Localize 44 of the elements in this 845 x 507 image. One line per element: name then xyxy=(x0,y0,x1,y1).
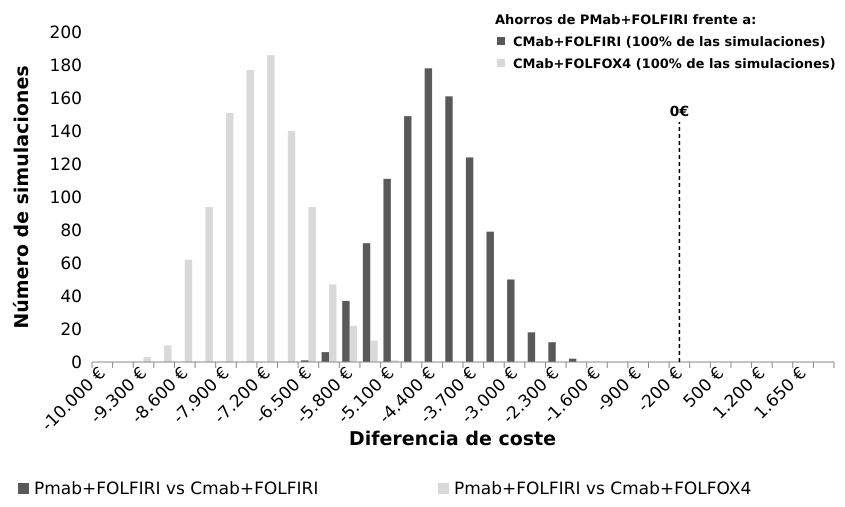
bar xyxy=(205,206,213,362)
y-tick-label: 200 xyxy=(50,22,82,43)
bar xyxy=(144,357,151,362)
y-tick-label: 180 xyxy=(50,56,82,76)
bar xyxy=(164,346,172,362)
bar xyxy=(424,68,432,362)
bar xyxy=(350,326,358,362)
y-tick-label: 20 xyxy=(60,320,82,340)
annotation: CMab+FOLFIRI (100% de las simulaciones) xyxy=(513,35,826,50)
bar xyxy=(466,157,474,362)
bar xyxy=(288,131,296,362)
bar xyxy=(486,232,494,362)
bar xyxy=(322,352,330,362)
y-tick-label: 120 xyxy=(50,154,82,175)
y-tick-label: 0 xyxy=(71,352,82,373)
bar xyxy=(226,112,234,362)
y-tick-label: 100 xyxy=(50,188,82,208)
annotation: CMab+FOLFOX4 (100% de las simulaciones) xyxy=(513,57,836,72)
y-tick-label: 80 xyxy=(60,220,82,241)
legend-title: Ahorros de PMab+FOLFIRI frente a: xyxy=(495,13,756,28)
bar xyxy=(342,300,350,362)
bar xyxy=(329,284,336,362)
x-axis-title: Diferencia de coste xyxy=(348,428,556,450)
bar xyxy=(528,332,536,362)
bar xyxy=(308,206,316,362)
bar xyxy=(507,280,515,362)
bar xyxy=(370,340,378,362)
y-tick-label: 40 xyxy=(60,286,82,307)
y-tick-label: 160 xyxy=(50,88,82,109)
bar xyxy=(362,243,370,362)
bar xyxy=(404,116,412,362)
bar xyxy=(184,260,192,362)
bar xyxy=(267,55,275,362)
bar xyxy=(548,342,556,362)
ref-line-label: 0€ xyxy=(670,104,690,120)
bar xyxy=(383,178,391,362)
y-tick-label: 60 xyxy=(60,254,82,274)
bar xyxy=(246,70,254,362)
bar xyxy=(568,358,576,362)
legend-label: Pmab+FOLFIRI vs Cmab+FOLFOX4 xyxy=(454,479,752,499)
bar xyxy=(445,96,453,362)
y-tick-label: 140 xyxy=(50,122,82,142)
y-axis-title: Número de simulaciones xyxy=(11,65,33,329)
legend-label: Pmab+FOLFIRI vs Cmab+FOLFIRI xyxy=(34,479,318,499)
